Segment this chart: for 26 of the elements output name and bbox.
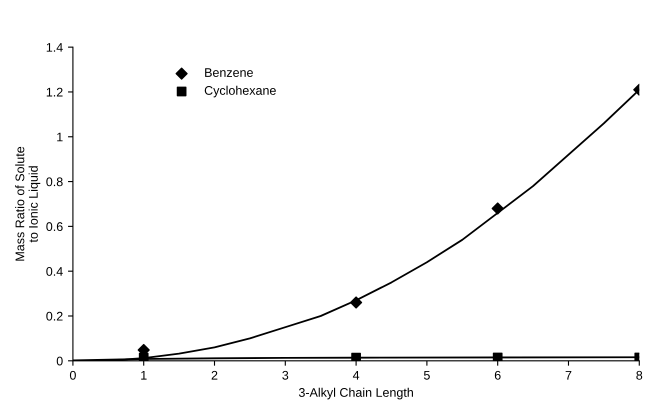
y-tick-label: 1.4 [46,43,63,52]
x-tick-label: 5 [424,370,430,380]
point [351,352,361,361]
x-tick-label: 8 [636,370,642,380]
x-axis-title: 3-Alkyl Chain Length [298,388,413,400]
point [350,296,362,309]
point [492,202,504,215]
x-tick-label: 4 [352,370,360,380]
x-tick-label: 7 [566,370,572,380]
y-axis-title: Mass Ratio of Solute to Ionic Liquid [15,146,40,261]
y-tick-label: 1.2 [46,88,63,96]
legend-label: Cyclohexane [204,86,276,98]
x-tick-label: 1 [141,370,147,380]
y-tick-label: 0.8 [46,177,63,186]
y-tick-label: 0.4 [46,266,63,276]
x-tick-label: 2 [212,370,218,380]
y-tick-label: 0 [56,356,63,366]
x-tick-label: 0 [70,370,76,380]
x-tick-label: 3 [282,370,288,380]
x-tick-label: 6 [494,370,501,380]
y-tick-label: 0.6 [46,222,63,232]
point [492,352,503,361]
point [138,352,149,361]
y-tick-label: 1 [57,132,63,142]
y-tick-label: 0.2 [46,312,63,321]
legend-label: Benzene [205,68,253,77]
